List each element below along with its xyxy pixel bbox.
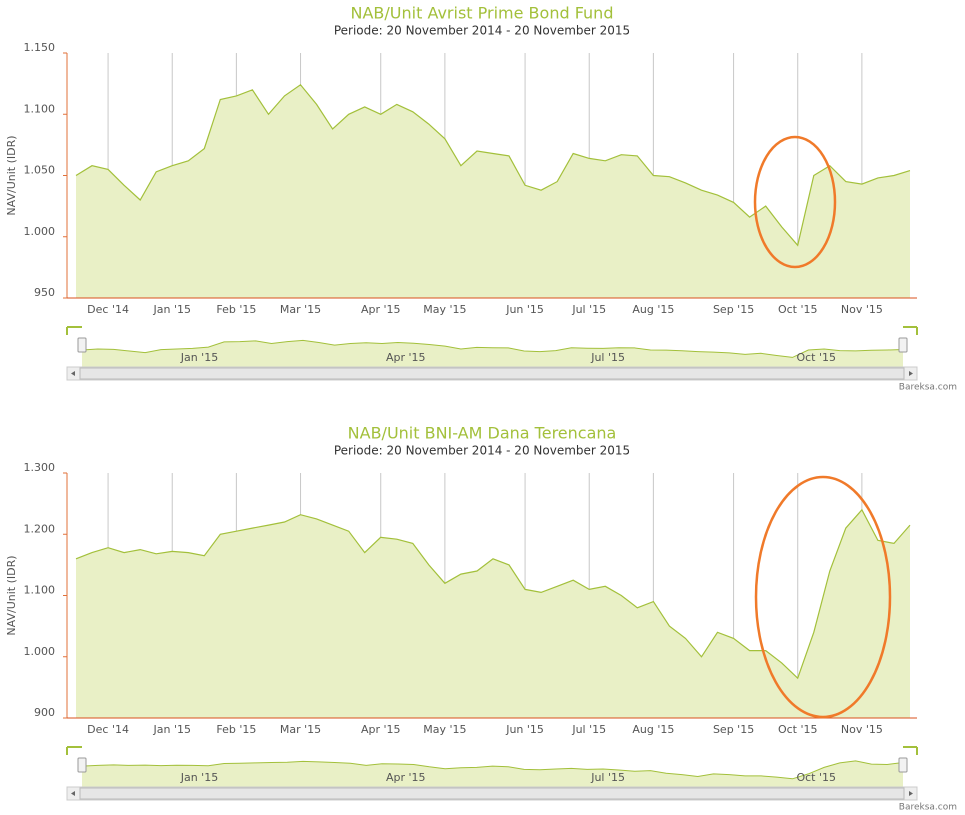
y-tick-label: 1.100	[24, 102, 56, 115]
highlight-ellipse	[753, 135, 837, 269]
navigator-label: Jan '15	[180, 351, 218, 364]
credits: Bareksa.com	[899, 383, 957, 393]
navigator-handle[interactable]	[77, 337, 87, 353]
y-tick-label: 1.100	[24, 584, 56, 597]
x-tick-label: Mar '15	[280, 723, 321, 736]
chart-title: NAB/Unit Avrist Prime Bond Fund	[351, 4, 614, 23]
navigator-handle[interactable]	[77, 757, 87, 773]
x-tick-label: Feb '15	[216, 723, 256, 736]
navigator-line	[81, 760, 904, 780]
x-tick-label: Jun '15	[505, 723, 544, 736]
x-tick-label: Jan '15	[152, 303, 190, 316]
navigator-label: Jul '15	[590, 351, 625, 364]
x-tick-label: Sep '15	[713, 723, 754, 736]
navigator-label: Apr '15	[386, 771, 426, 784]
navigator-fill	[82, 760, 903, 787]
y-tick-label: 1.300	[24, 461, 56, 474]
navigator-fill	[82, 340, 903, 367]
x-tick-label: Dec '14	[87, 723, 129, 736]
navigator-label: Jul '15	[590, 771, 625, 784]
y-tick-label: 1.050	[24, 164, 56, 177]
x-tick-label: Feb '15	[216, 303, 256, 316]
chart-title: NAB/Unit BNI-AM Dana Terencana	[348, 424, 617, 443]
navigator-line	[81, 339, 904, 358]
y-axis-title: NAV/Unit (IDR)	[5, 555, 18, 635]
x-tick-label: Nov '15	[841, 723, 883, 736]
highlight-ellipse	[754, 475, 892, 719]
y-tick-label: 1.000	[24, 645, 56, 658]
navigator-label: Oct '15	[796, 771, 836, 784]
y-tick-label: 1.000	[24, 225, 56, 238]
navigator-label: Apr '15	[386, 351, 426, 364]
credits: Bareksa.com	[899, 803, 957, 813]
y-tick-label: 1.200	[24, 522, 56, 535]
x-tick-label: May '15	[423, 303, 466, 316]
x-tick-label: Mar '15	[280, 303, 321, 316]
navigator-handle[interactable]	[898, 337, 908, 353]
scroll-left[interactable]	[71, 791, 75, 796]
chart-subtitle: Periode: 20 November 2014 - 20 November …	[334, 24, 630, 38]
x-tick-label: May '15	[423, 723, 466, 736]
y-tick-label: 950	[34, 286, 55, 299]
scrollbar-thumb[interactable]	[79, 367, 905, 380]
navigator-outline	[66, 326, 918, 335]
navigator-label: Oct '15	[796, 351, 836, 364]
x-tick-label: Oct '15	[778, 303, 818, 316]
area-line	[75, 83, 911, 247]
chart: NAB/Unit Avrist Prime Bond FundPeriode: …	[5, 4, 957, 393]
chart-subtitle: Periode: 20 November 2014 - 20 November …	[334, 444, 630, 458]
y-tick-label: 1.150	[24, 41, 56, 54]
x-tick-label: Jun '15	[505, 303, 544, 316]
scroll-right[interactable]	[909, 371, 913, 376]
y-tick-label: 900	[34, 706, 55, 719]
x-tick-label: Apr '15	[361, 723, 401, 736]
navigator-outline	[66, 746, 918, 755]
x-tick-label: Apr '15	[361, 303, 401, 316]
x-tick-label: Jul '15	[571, 723, 606, 736]
scroll-left[interactable]	[71, 371, 75, 376]
navigator-handle[interactable]	[898, 757, 908, 773]
y-axis-title: NAV/Unit (IDR)	[5, 135, 18, 215]
x-tick-label: Dec '14	[87, 303, 129, 316]
scrollbar-thumb[interactable]	[79, 787, 905, 800]
x-tick-label: Sep '15	[713, 303, 754, 316]
area-line	[75, 508, 911, 680]
scroll-right[interactable]	[909, 791, 913, 796]
navigator-label: Jan '15	[180, 771, 218, 784]
area-fill	[76, 509, 910, 718]
x-tick-label: Nov '15	[841, 303, 883, 316]
x-tick-label: Aug '15	[632, 723, 674, 736]
x-tick-label: Jul '15	[571, 303, 606, 316]
area-fill	[76, 84, 910, 298]
x-tick-label: Jan '15	[152, 723, 190, 736]
x-tick-label: Aug '15	[632, 303, 674, 316]
x-tick-label: Oct '15	[778, 723, 818, 736]
